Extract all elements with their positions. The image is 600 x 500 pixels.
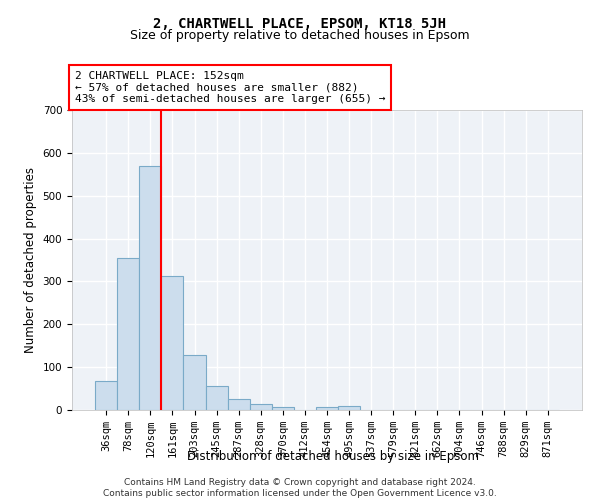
Bar: [272, 407, 294, 410]
Bar: [139, 166, 161, 410]
Y-axis label: Number of detached properties: Number of detached properties: [24, 167, 37, 353]
Bar: [227, 400, 250, 410]
Bar: [250, 404, 272, 410]
Bar: [338, 406, 360, 410]
Text: Contains HM Land Registry data © Crown copyright and database right 2024.
Contai: Contains HM Land Registry data © Crown c…: [103, 478, 497, 498]
Bar: [184, 355, 206, 410]
Bar: [316, 406, 338, 410]
Bar: [117, 258, 139, 410]
Text: Distribution of detached houses by size in Epsom: Distribution of detached houses by size …: [187, 450, 479, 463]
Text: 2, CHARTWELL PLACE, EPSOM, KT18 5JH: 2, CHARTWELL PLACE, EPSOM, KT18 5JH: [154, 18, 446, 32]
Text: 2 CHARTWELL PLACE: 152sqm
← 57% of detached houses are smaller (882)
43% of semi: 2 CHARTWELL PLACE: 152sqm ← 57% of detac…: [74, 71, 385, 104]
Bar: [161, 276, 184, 410]
Bar: [206, 386, 227, 410]
Text: Size of property relative to detached houses in Epsom: Size of property relative to detached ho…: [130, 29, 470, 42]
Bar: [95, 381, 117, 410]
